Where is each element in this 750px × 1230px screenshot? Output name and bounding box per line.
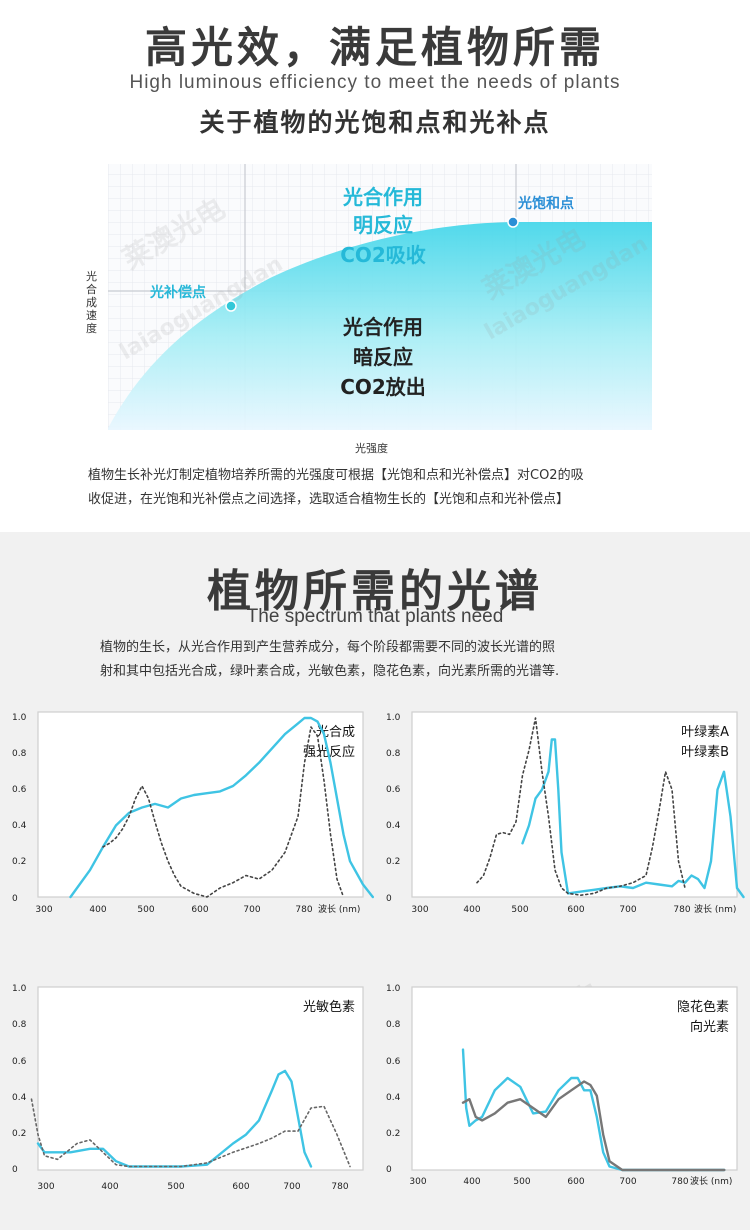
y-tick-label: 1.0: [12, 984, 27, 994]
y-tick-label: 0: [12, 1165, 18, 1175]
x-tick-label: 700: [283, 1182, 300, 1192]
chart-xlabel: 光强度: [355, 442, 388, 455]
series-line: [476, 717, 686, 896]
chart-frame: [37, 986, 364, 1171]
legend-entry: 隐花色素: [677, 999, 729, 1015]
legend-entry: 向光素: [690, 1019, 729, 1035]
y-tick-label: 0.8: [12, 749, 27, 759]
series-line: [36, 1069, 313, 1168]
page-subtitle: High luminous efficiency to meet the nee…: [129, 72, 621, 93]
y-tick-label: 1.0: [386, 713, 401, 723]
top-section: 高光效，满足植物所需 High luminous efficiency to m…: [0, 0, 750, 532]
x-tick-label: 780: [331, 1182, 348, 1192]
y-tick-label: 0.6: [386, 1057, 401, 1067]
lower-region-line3: CO2放出: [340, 375, 426, 399]
x-tick-label: 780: [295, 905, 312, 915]
y-tick-label: 0.4: [12, 1093, 27, 1103]
x-tick-label: 500: [167, 1182, 184, 1192]
upper-region-line2: 明反应: [353, 213, 413, 237]
y-tick-label: 0: [386, 1165, 392, 1175]
y-tick-label: 0.6: [12, 1057, 27, 1067]
x-axis-label: 波长 (nm): [690, 1175, 732, 1187]
spectrum-chart: 1.0 0.8 0.6 0.4 0.2 0 300 400 500 600 700 780 光敏色素: [12, 984, 364, 1192]
x-tick-label: 780: [671, 1177, 688, 1187]
upper-region-line3: CO2吸收: [340, 243, 426, 267]
x-tick-label: 400: [463, 905, 480, 915]
y-tick-label: 0.2: [12, 1129, 26, 1139]
saturation-curve-area: [108, 222, 652, 430]
x-tick-label: 300: [411, 905, 428, 915]
y-tick-label: 0.4: [386, 821, 401, 831]
paragraph-line: 植物生长补光灯制定植物培养所需的光强度可根据【光饱和点和光补偿点】对CO2的吸: [88, 468, 584, 483]
y-tick-label: 1.0: [386, 984, 401, 994]
x-tick-label: 600: [567, 1177, 584, 1187]
legend-entry: 叶绿素A: [681, 725, 729, 740]
x-tick-label: 300: [409, 1177, 426, 1187]
y-tick-label: 0.2: [386, 1129, 400, 1139]
x-tick-label: 500: [513, 1177, 530, 1187]
x-tick-label: 400: [463, 1177, 480, 1187]
chart-ylabel: 光合成速度: [86, 270, 97, 335]
x-tick-label: 700: [619, 905, 636, 915]
spectrum-chart: 1.0 0.8 0.6 0.4 0.2 0 300 400 500 600 700 780 波长 (nm…: [12, 711, 374, 915]
paragraph-line: 收促进，在光饱和光补偿点之间选择，选取适合植物生长的【光饱和点和光补偿点】: [88, 492, 570, 507]
compensation-point-label: 光补偿点: [149, 284, 206, 301]
legend-entry: 叶绿素B: [681, 745, 729, 760]
x-tick-label: 400: [101, 1182, 118, 1192]
x-tick-label: 600: [191, 905, 208, 915]
x-tick-label: 400: [89, 905, 106, 915]
series-line: [102, 726, 345, 898]
y-tick-label: 0.2: [12, 857, 26, 867]
spectrum-paragraph: 植物的生长，从光合作用到产生营养成分，每个阶段都需要不同的波长光谱的照 射和其中…: [100, 636, 660, 684]
y-tick-label: 0: [12, 894, 18, 904]
spectrum-title: 植物所需的光谱: [207, 566, 543, 617]
lower-region-line2: 暗反应: [353, 345, 413, 369]
x-tick-label: 600: [567, 905, 584, 915]
x-tick-label: 300: [35, 905, 52, 915]
x-axis-label: 波长 (nm): [694, 903, 736, 915]
chart-frame: [37, 711, 364, 898]
y-tick-label: 0.8: [386, 749, 401, 759]
spectrum-chart: 1.0 0.8 0.6 0.4 0.2 0 300 400 500 600 700 780 波长 (nm…: [386, 711, 745, 915]
y-tick-label: 0.8: [12, 1020, 27, 1030]
page-title: 高光效，满足植物所需: [144, 23, 605, 72]
x-tick-label: 700: [619, 1177, 636, 1187]
paragraph-line: 射和其中包括光合成，绿叶素合成，光敏色素，隐花色素，向光素所需的光谱等.: [100, 664, 560, 679]
saturation-chart: 光补偿点 光饱和点 光合作用 明反应 CO2吸收 光合作用 暗反应 CO2放出 …: [108, 164, 652, 430]
spectrum-subtitle: The spectrum that plants need: [246, 606, 504, 627]
y-tick-label: 0: [386, 894, 392, 904]
y-tick-label: 1.0: [12, 713, 27, 723]
x-tick-label: 500: [511, 905, 528, 915]
x-tick-label: 700: [243, 905, 260, 915]
lower-region-line1: 光合作用: [342, 315, 423, 339]
y-tick-label: 0.4: [12, 821, 27, 831]
paragraph-line: 植物的生长，从光合作用到产生营养成分，每个阶段都需要不同的波长光谱的照: [100, 640, 556, 655]
x-tick-label: 600: [232, 1182, 249, 1192]
y-tick-label: 0.6: [12, 785, 27, 795]
chart-frame: [411, 711, 738, 898]
x-axis-label: 波长 (nm): [318, 903, 360, 915]
series-line: [30, 1098, 351, 1168]
saturation-point-label: 光饱和点: [517, 195, 574, 212]
saturation-point-marker: [507, 216, 519, 228]
upper-region-line1: 光合作用: [342, 185, 423, 209]
section-title: 关于植物的光饱和点和光补点: [199, 108, 551, 137]
legend-entry: 光合成: [316, 725, 355, 740]
compensation-point-marker: [225, 300, 237, 312]
series-line: [521, 738, 745, 899]
x-tick-label: 300: [37, 1182, 54, 1192]
legend-entry: 光敏色素: [303, 999, 355, 1015]
series-line: [69, 716, 374, 899]
intro-paragraph: 植物生长补光灯制定植物培养所需的光强度可根据【光饱和点和光补偿点】对CO2的吸 …: [88, 464, 688, 512]
x-tick-label: 780: [673, 905, 690, 915]
y-tick-label: 0.2: [386, 857, 400, 867]
y-tick-label: 0.6: [386, 785, 401, 795]
y-tick-label: 0.4: [386, 1093, 401, 1103]
y-tick-label: 0.8: [386, 1020, 401, 1030]
series-line: [461, 1080, 726, 1172]
x-tick-label: 500: [137, 905, 154, 915]
spectrum-chart: 1.0 0.8 0.6 0.4 0.2 0 300 400 500 600 700 780 波长 (nm…: [386, 984, 738, 1187]
